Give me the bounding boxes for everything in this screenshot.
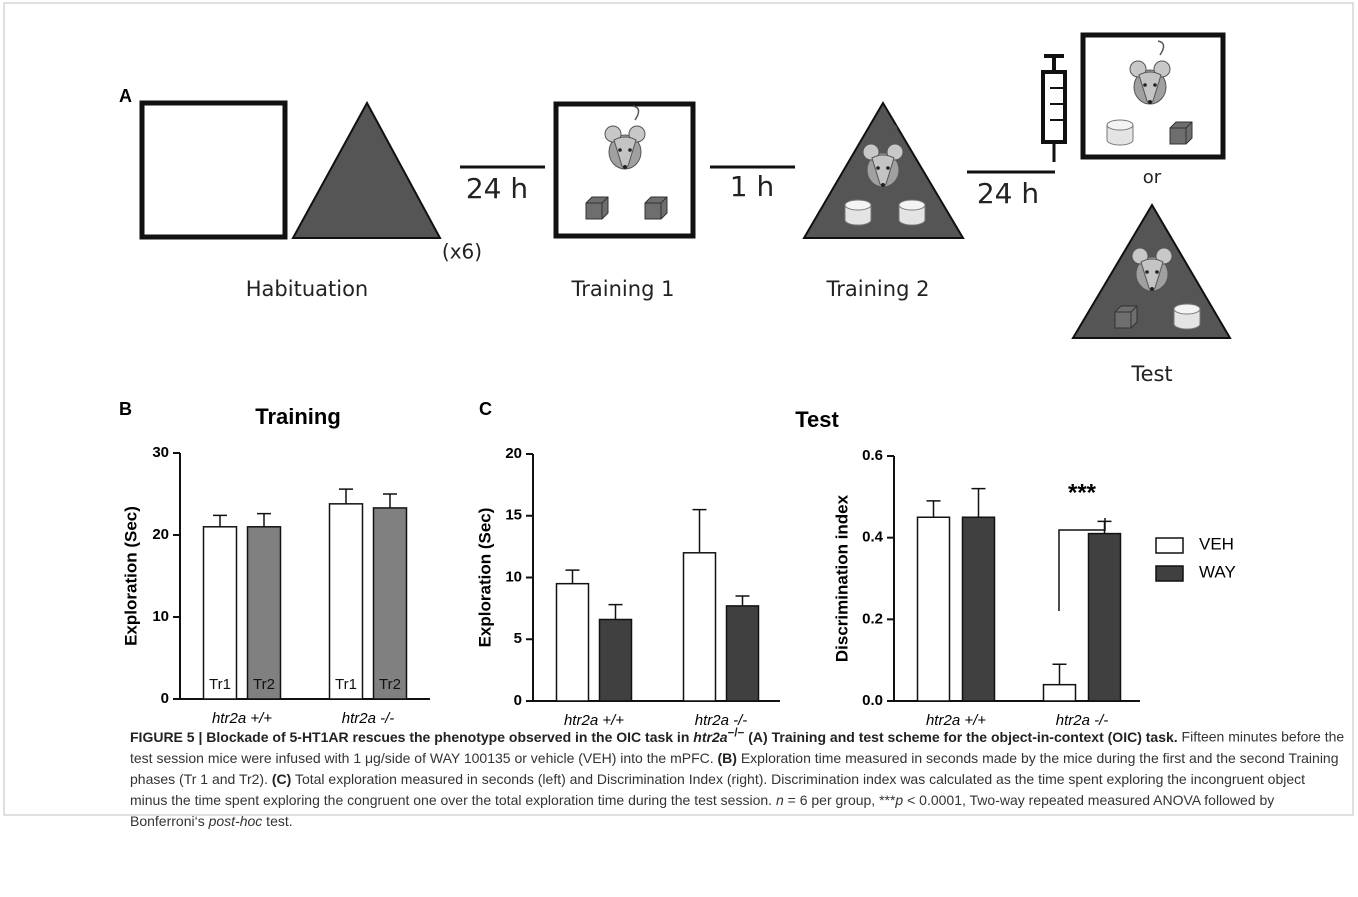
caption-text: (B): [718, 750, 737, 766]
error-bar: [1098, 521, 1112, 533]
y-axis-label: Discrimination index: [832, 494, 851, 662]
stage-label: Training 2: [826, 277, 930, 301]
legend-swatch: [1156, 566, 1183, 581]
cube-object: [586, 197, 608, 219]
caption-text: post-hoc: [209, 813, 263, 829]
y-tick-label: 15: [505, 507, 522, 524]
stage-label: Habituation: [246, 277, 368, 301]
bar-label: Tr1: [209, 676, 231, 693]
cylinder-object: [1174, 304, 1200, 329]
chart-title: Training: [255, 404, 341, 429]
bar: [918, 517, 950, 701]
stage-label: Training 1: [571, 277, 675, 301]
panel-label: A: [119, 86, 132, 106]
error-bar: [213, 515, 227, 526]
caption-text: −/−: [728, 726, 745, 739]
caption-text: = 6 per group, ***: [784, 792, 896, 808]
caption-text: htr2a: [693, 729, 727, 745]
y-tick-label: 20: [152, 526, 169, 543]
caption-text: test.: [262, 813, 292, 829]
caption-text: FIGURE 5 | Blockade of 5-HT1AR rescues t…: [130, 729, 693, 745]
page: A 24 h (x6) Habituation 1 h Training 1 T…: [0, 0, 1358, 897]
cylinder-object: [845, 200, 871, 225]
bar: [727, 606, 759, 701]
bar: [600, 619, 632, 701]
y-tick-label: 0.4: [862, 529, 884, 546]
cube-object: [645, 197, 667, 219]
y-tick-label: 0: [514, 692, 522, 709]
bar-label: Tr2: [379, 676, 401, 693]
error-bar: [972, 489, 986, 518]
stage-label: Test: [1130, 362, 1172, 386]
error-bar: [566, 570, 580, 584]
panel-label: B: [119, 399, 132, 419]
significance-label: ***: [1068, 479, 1097, 506]
y-tick-label: 0: [161, 690, 169, 707]
caption-text: n: [776, 792, 784, 808]
bar: [1089, 534, 1121, 701]
bar: [1044, 685, 1076, 701]
y-tick-label: 0.6: [862, 447, 883, 464]
y-tick-label: 10: [505, 568, 522, 585]
y-axis-label: Exploration (Sec): [475, 508, 494, 648]
y-tick-label: 5: [514, 630, 522, 647]
interval-label: 24 h: [977, 177, 1039, 210]
habituation-box: [142, 103, 285, 237]
bar: [248, 527, 281, 699]
y-tick-label: 0.2: [862, 610, 883, 627]
y-tick-label: 0.0: [862, 692, 883, 709]
error-bar: [609, 605, 623, 620]
bar: [684, 553, 716, 701]
or-label: or: [1143, 167, 1162, 188]
error-bar: [736, 596, 750, 606]
panel-label: C: [479, 399, 492, 419]
cube-object: [1115, 306, 1137, 328]
chart-title: Test: [795, 407, 839, 432]
figure-caption: FIGURE 5 | Blockade of 5-HT1AR rescues t…: [130, 722, 1345, 832]
y-tick-label: 10: [152, 608, 169, 625]
bar-label: Tr2: [253, 676, 275, 693]
legend-label: WAY: [1199, 562, 1236, 581]
legend-swatch: [1156, 538, 1183, 553]
bar: [963, 517, 995, 701]
training1-box: [556, 104, 693, 236]
syringe-icon: [1043, 55, 1065, 162]
error-bar: [257, 514, 271, 527]
habituation-triangle: [293, 103, 440, 238]
error-bar: [1053, 664, 1067, 684]
interval-label: 24 h: [466, 172, 528, 205]
error-bar: [339, 489, 353, 504]
error-bar: [383, 494, 397, 508]
caption-text: (C): [272, 771, 291, 787]
cylinder-object: [1107, 120, 1133, 145]
bar: [374, 508, 407, 699]
bar: [204, 527, 237, 699]
legend-label: VEH: [1199, 534, 1234, 553]
error-bar: [693, 510, 707, 553]
y-tick-label: 30: [152, 444, 169, 461]
repeat-label: (x6): [442, 240, 482, 264]
bar-label: Tr1: [335, 676, 357, 693]
interval-label: 1 h: [730, 170, 774, 203]
cube-object: [1170, 122, 1192, 144]
y-axis-label: Exploration (Sec): [121, 506, 140, 646]
error-bar: [927, 501, 941, 517]
caption-text: (A) Training and test scheme for the obj…: [744, 729, 1177, 745]
bar: [557, 584, 589, 701]
bar: [330, 504, 363, 699]
cylinder-object: [899, 200, 925, 225]
y-tick-label: 20: [505, 445, 522, 462]
